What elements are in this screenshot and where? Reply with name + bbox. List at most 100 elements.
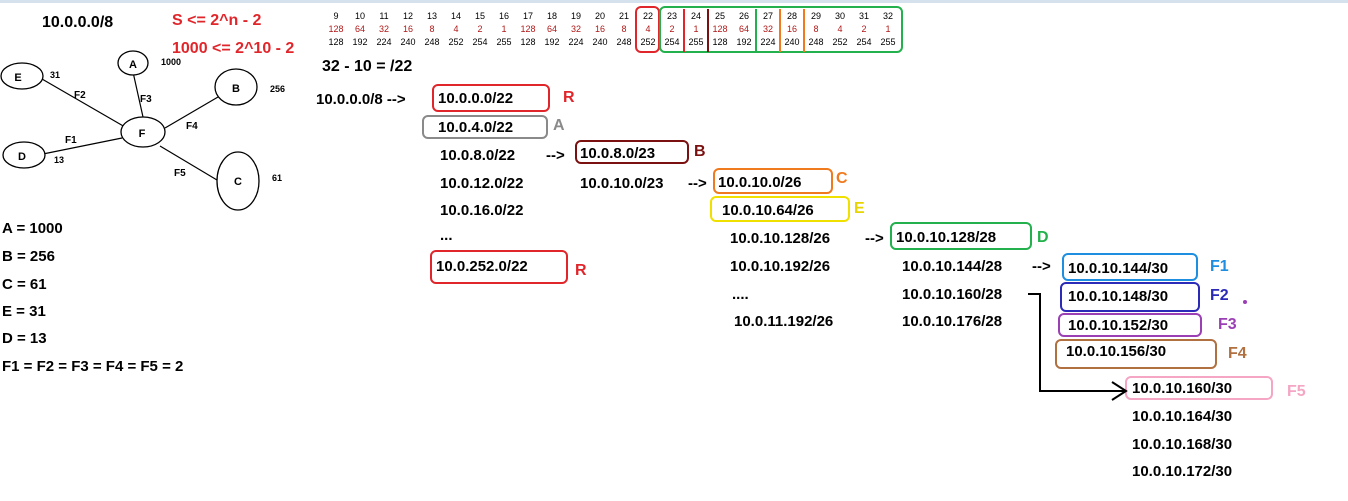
subnet-30-144: 10.0.10.144/30 (1068, 260, 1169, 277)
f5-connector-arrow (1028, 293, 1128, 401)
e-highlight-box (710, 196, 850, 222)
bit-value-3: 32 (379, 24, 389, 34)
bit-number-23: 31 (859, 11, 869, 21)
bit-number-24: 32 (883, 11, 893, 21)
bit-value-2: 64 (355, 24, 365, 34)
bit-number-21: 29 (811, 11, 821, 21)
bit-value-18: 64 (739, 24, 749, 34)
mask-value-15: 254 (664, 37, 679, 47)
f5-highlight-box (1125, 376, 1273, 400)
arrow-to-28: --> (865, 230, 884, 247)
tag-f3: F3 (1218, 316, 1237, 333)
bit-number-1: 9 (333, 11, 338, 21)
bit-value-8: 1 (501, 24, 506, 34)
tag-f4: F4 (1228, 345, 1247, 362)
mask-value-3: 224 (376, 37, 391, 47)
link-f1 (37, 137, 123, 156)
tag-b: B (694, 143, 706, 160)
bit-value-1: 128 (328, 24, 343, 34)
subnet-28-128: 10.0.10.128/28 (896, 229, 997, 246)
subnet-30-164: 10.0.10.164/30 (1132, 408, 1233, 425)
link-label-f3: F3 (140, 94, 152, 105)
formula-line-2: 1000 <= 2^10 - 2 (172, 40, 295, 57)
subnet-26-128: 10.0.10.128/26 (730, 230, 831, 247)
bit-value-4: 16 (403, 24, 413, 34)
bit-number-2: 10 (355, 11, 365, 21)
bit-value-7: 2 (477, 24, 482, 34)
link-f3 (132, 71, 144, 118)
node-d-label: D (18, 151, 26, 163)
source-network-arrow: 10.0.0.0/8 --> (316, 91, 406, 108)
stray-dot (1243, 300, 1247, 304)
subnet-30-160: 10.0.10.160/30 (1132, 380, 1233, 397)
subnet-22-12: 10.0.12.0/22 (440, 175, 524, 192)
node-e (0, 62, 44, 90)
mask-value-12: 240 (592, 37, 607, 47)
node-f (120, 116, 166, 148)
bit-value-15: 2 (669, 24, 674, 34)
b-highlight-box (575, 140, 689, 164)
mask-value-19: 224 (760, 37, 775, 47)
link-label-f1: F1 (65, 135, 77, 146)
mask-value-20: 240 (784, 37, 799, 47)
tag-d: D (1037, 229, 1049, 246)
mask-value-21: 248 (808, 37, 823, 47)
requirement-a: A = 1000 (2, 220, 63, 237)
bit-number-7: 15 (475, 11, 485, 21)
f1-highlight-box (1062, 253, 1198, 281)
link-label-f2: F2 (74, 90, 86, 101)
bit-number-3: 11 (379, 11, 388, 21)
bit-number-19: 27 (763, 11, 773, 21)
subnet-22-16: 10.0.16.0/22 (440, 202, 524, 219)
subnet-23-8: 10.0.8.0/23 (580, 145, 656, 162)
mask-value-8: 255 (496, 37, 511, 47)
r-last-highlight-box (430, 250, 568, 284)
bit-number-20: 28 (787, 11, 797, 21)
mask-value-1: 128 (328, 37, 343, 47)
subnet-26-0: 10.0.10.0/26 (718, 174, 802, 191)
node-a (117, 50, 149, 76)
bit-number-12: 20 (595, 11, 605, 21)
mask-value-10: 192 (544, 37, 559, 47)
mask-value-14: 252 (640, 37, 655, 47)
bit-value-6: 4 (453, 24, 458, 34)
f4-highlight-box (1055, 339, 1217, 369)
bit-value-9: 128 (520, 24, 535, 34)
a-highlight-box (422, 115, 548, 139)
bit-value-10: 64 (547, 24, 557, 34)
r-highlight-box (432, 84, 550, 112)
subnet-30-168: 10.0.10.168/30 (1132, 436, 1233, 453)
arrow-to-23: --> (546, 147, 565, 164)
bit-number-10: 18 (547, 11, 557, 21)
link-f4 (164, 96, 219, 129)
mask-value-4: 240 (400, 37, 415, 47)
bit-value-5: 8 (429, 24, 434, 34)
bit-value-19: 32 (763, 24, 773, 34)
bit-number-6: 14 (451, 11, 461, 21)
subnet-30-152: 10.0.10.152/30 (1068, 317, 1169, 334)
subnet-22-8: 10.0.8.0/22 (440, 147, 516, 164)
bit-number-14: 22 (643, 11, 653, 21)
bit-number-17: 25 (715, 11, 725, 21)
mask-value-22: 252 (832, 37, 847, 47)
node-b (214, 68, 258, 106)
bit-number-22: 30 (835, 11, 845, 21)
subnet-30-148: 10.0.10.148/30 (1068, 288, 1169, 305)
bit-table: 9 10 11 12 13 14 15 16 17 18 19 20 21 22 23 24 25 26 27 28 2… (328, 6, 903, 53)
mask-value-18: 192 (736, 37, 751, 47)
bit-value-13: 8 (621, 24, 626, 34)
subnet-28-160: 10.0.10.160/28 (902, 286, 1003, 303)
node-a-label: A (129, 59, 137, 71)
tag-e: E (854, 200, 865, 217)
bit-value-17: 128 (712, 24, 727, 34)
mask-value-16: 255 (688, 37, 703, 47)
bit-number-15: 23 (667, 11, 677, 21)
arrow-to-30: --> (1032, 258, 1051, 275)
host-count-a: 1000 (161, 57, 181, 67)
bit-value-22: 4 (837, 24, 842, 34)
bit-value-20: 16 (787, 24, 797, 34)
tag-f1: F1 (1210, 258, 1229, 275)
host-count-b: 256 (270, 84, 285, 94)
subnet-22-ellipsis: ... (440, 227, 453, 244)
subnet-30-156: 10.0.10.156/30 (1066, 343, 1167, 360)
